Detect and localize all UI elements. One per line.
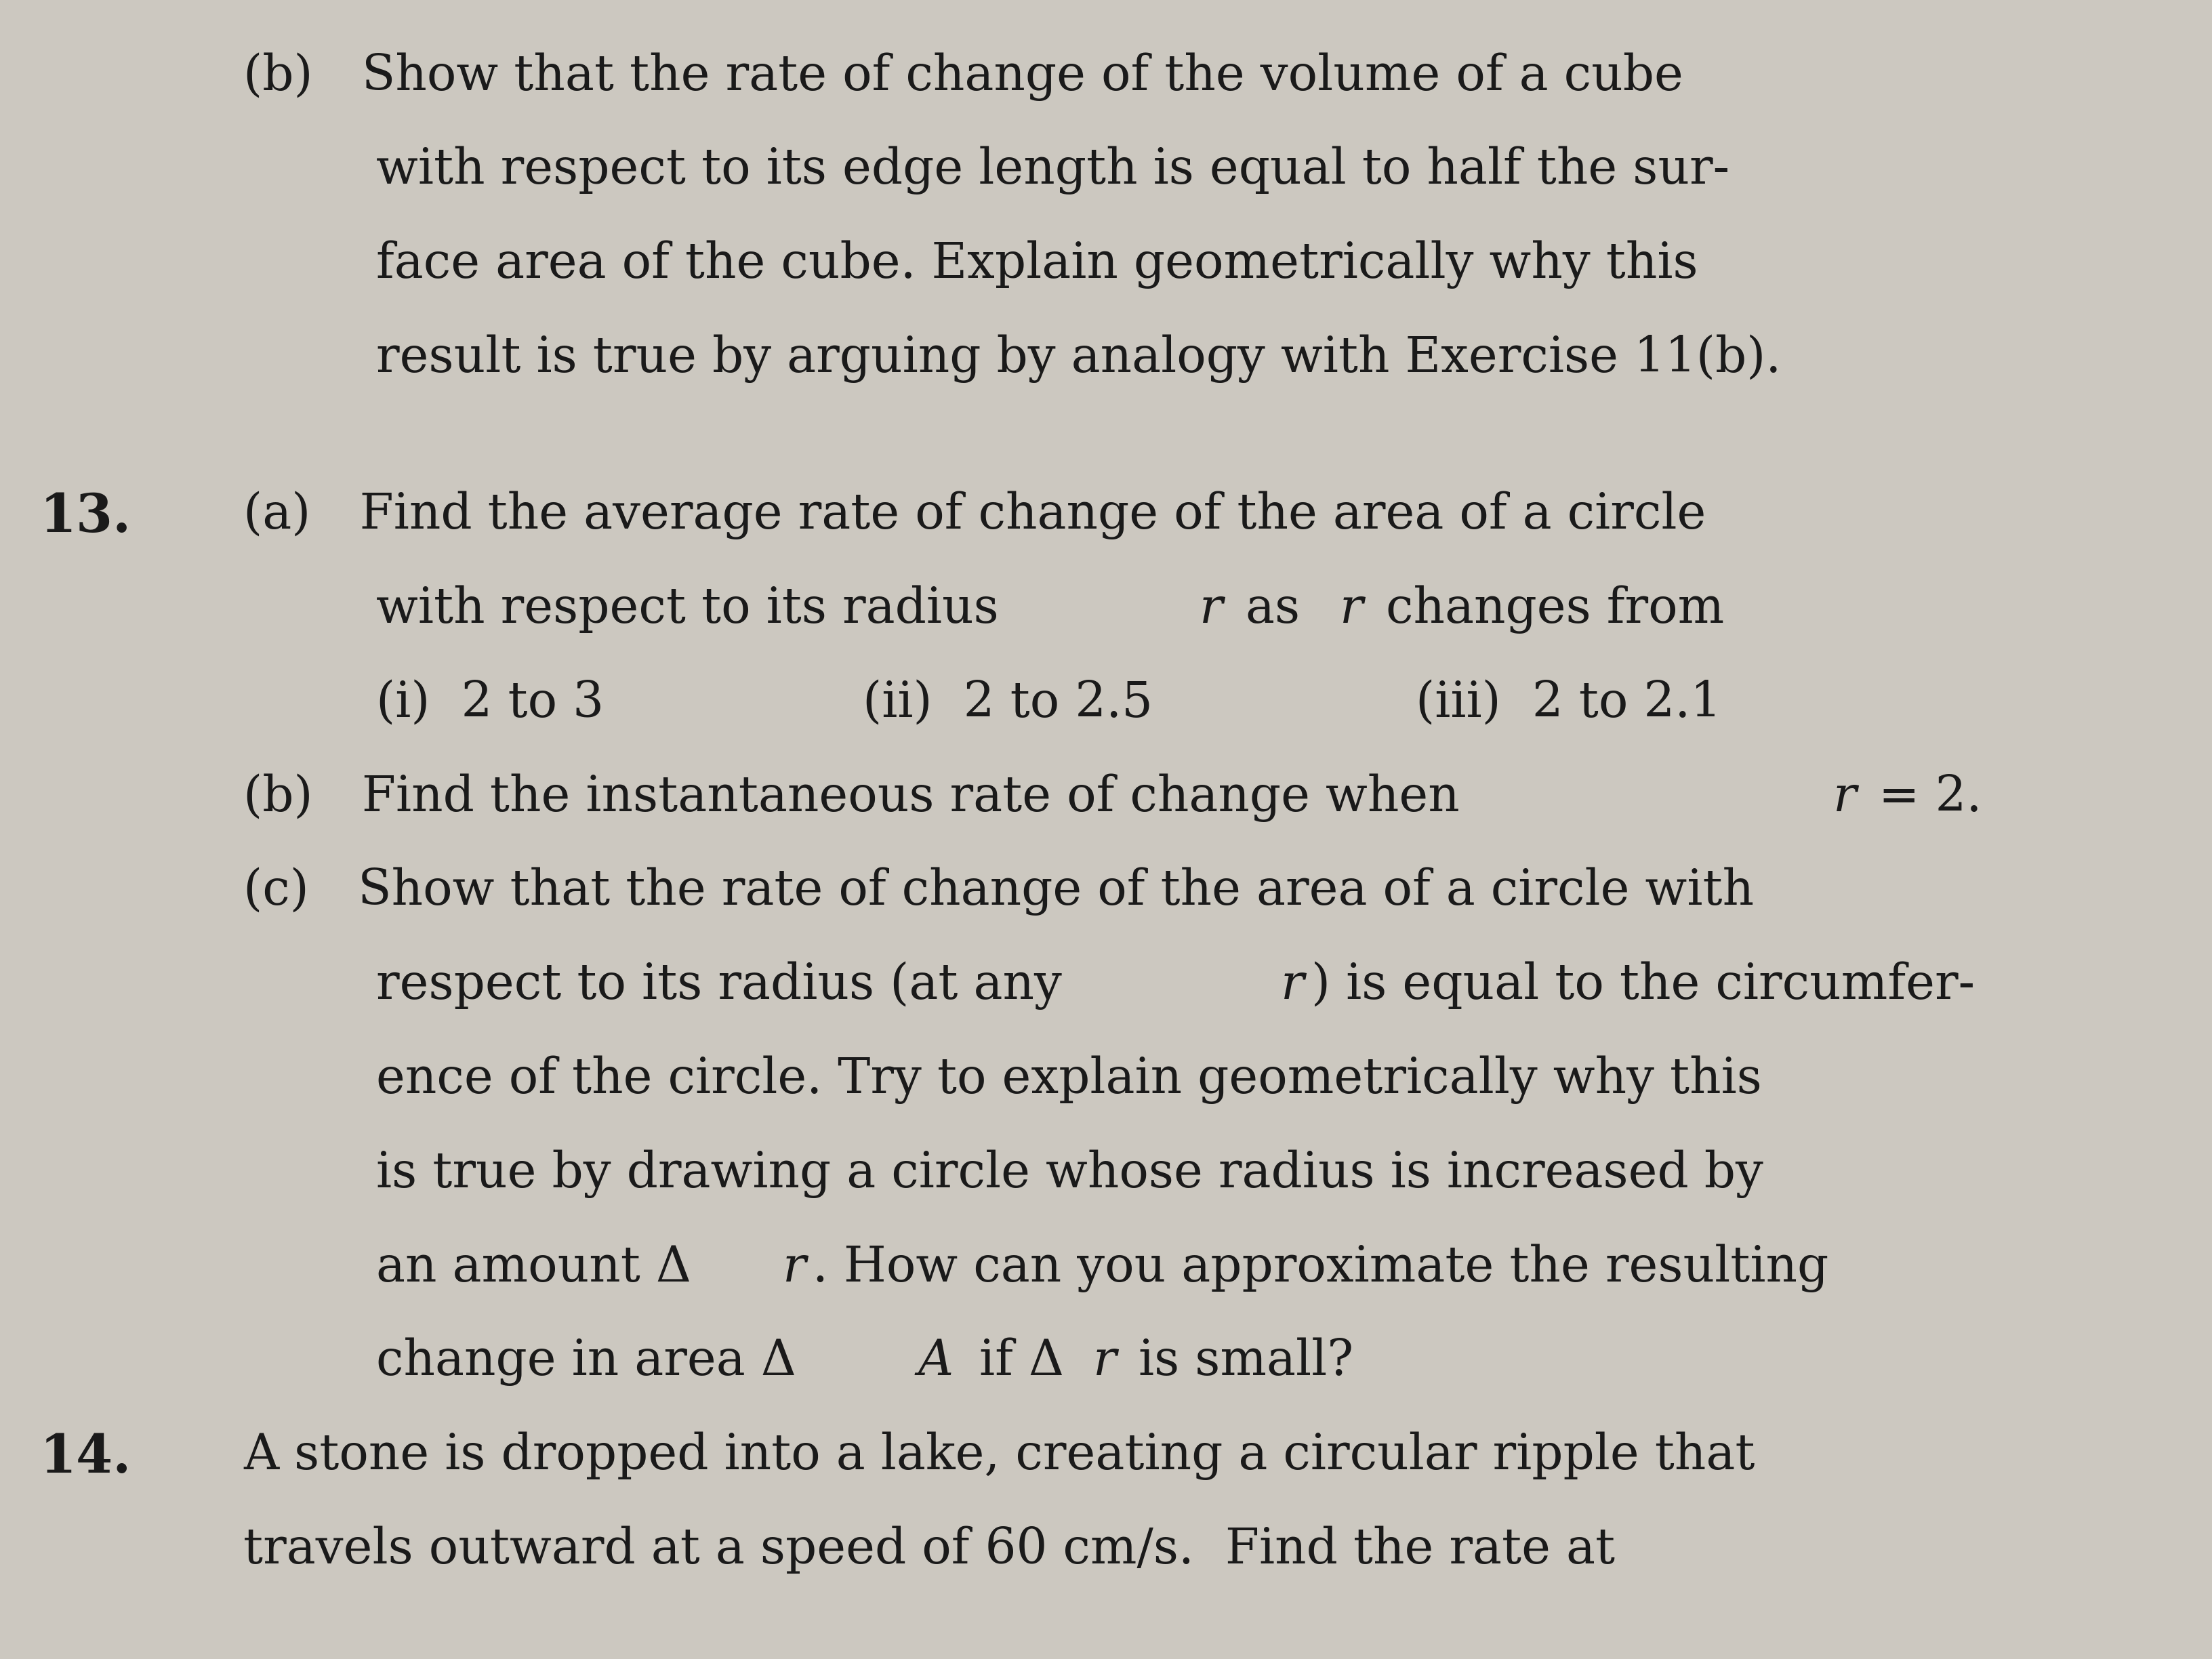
Text: face area of the cube. Explain geometrically why this: face area of the cube. Explain geometric… [376, 241, 1699, 289]
Text: 14.: 14. [40, 1432, 131, 1483]
Text: . How can you approximate the resulting: . How can you approximate the resulting [812, 1244, 1829, 1292]
Text: change in area Δ: change in area Δ [376, 1337, 796, 1387]
Text: is small?: is small? [1124, 1337, 1354, 1385]
Text: r: r [1340, 586, 1363, 634]
Text: r: r [1199, 586, 1223, 634]
Text: r: r [1093, 1337, 1117, 1385]
Text: r: r [783, 1244, 805, 1291]
Text: A stone is dropped into a lake, creating a circular ripple that: A stone is dropped into a lake, creating… [243, 1432, 1754, 1480]
Text: A: A [918, 1337, 953, 1385]
Text: (b) Find the instantaneous rate of change when: (b) Find the instantaneous rate of chang… [243, 773, 1475, 821]
Text: = 2.: = 2. [1863, 773, 1982, 821]
Text: (i) 2 to 3: (i) 2 to 3 [376, 679, 604, 727]
Text: 13.: 13. [40, 491, 131, 542]
Text: result is true by arguing by analogy with Exercise 11(b).: result is true by arguing by analogy wit… [376, 335, 1781, 383]
Text: changes from: changes from [1369, 586, 1723, 634]
Text: r: r [1834, 773, 1856, 821]
Text: an amount Δ: an amount Δ [376, 1244, 690, 1291]
Text: (ii) 2 to 2.5: (ii) 2 to 2.5 [863, 679, 1152, 727]
Text: with respect to its edge length is equal to half the sur-: with respect to its edge length is equal… [376, 146, 1730, 194]
Text: ) is equal to the circumfer-: ) is equal to the circumfer- [1312, 962, 1975, 1009]
Text: r: r [1281, 962, 1305, 1009]
Text: ence of the circle. Try to explain geometrically why this: ence of the circle. Try to explain geome… [376, 1055, 1761, 1103]
Text: as: as [1230, 586, 1316, 634]
Text: (b) Show that the rate of change of the volume of a cube: (b) Show that the rate of change of the … [243, 51, 1683, 101]
Text: if Δ: if Δ [964, 1337, 1064, 1385]
Text: respect to its radius (at any: respect to its radius (at any [376, 962, 1077, 1010]
Text: (iii) 2 to 2.1: (iii) 2 to 2.1 [1416, 679, 1721, 727]
Text: is true by drawing a circle whose radius is increased by: is true by drawing a circle whose radius… [376, 1150, 1763, 1198]
Text: (a) Find the average rate of change of the area of a circle: (a) Find the average rate of change of t… [243, 491, 1705, 539]
Text: (c) Show that the rate of change of the area of a circle with: (c) Show that the rate of change of the … [243, 868, 1754, 916]
Text: travels outward at a speed of 60 cm/s.  Find the rate at: travels outward at a speed of 60 cm/s. F… [243, 1526, 1615, 1573]
Text: with respect to its radius: with respect to its radius [376, 586, 1015, 634]
